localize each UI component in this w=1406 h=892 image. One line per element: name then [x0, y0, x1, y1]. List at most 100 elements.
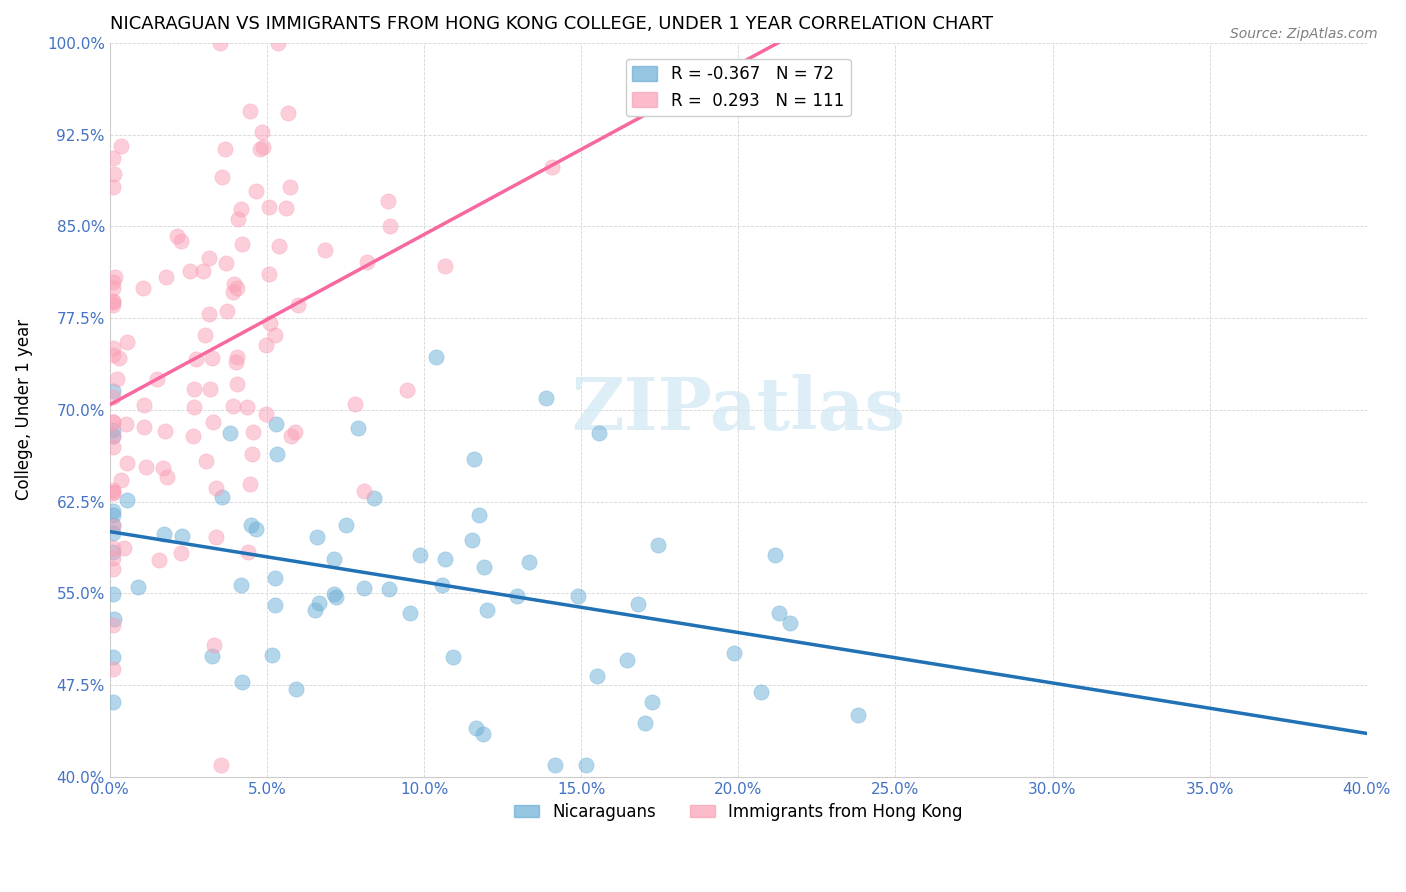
Point — [574, 757, 596, 772]
Point — [197, 251, 219, 265]
Point — [240, 517, 263, 532]
Point — [148, 553, 170, 567]
Point — [343, 397, 366, 411]
Point — [586, 668, 609, 682]
Point — [170, 546, 193, 560]
Point — [305, 530, 328, 544]
Point — [434, 552, 457, 566]
Point — [104, 269, 127, 284]
Point — [222, 399, 245, 413]
Point — [211, 170, 233, 185]
Point — [409, 548, 432, 562]
Point — [132, 420, 155, 434]
Point — [101, 384, 124, 398]
Point — [335, 518, 357, 533]
Point — [723, 646, 745, 660]
Point — [269, 239, 291, 253]
Point — [152, 461, 174, 475]
Text: ZIPatlas: ZIPatlas — [571, 375, 905, 445]
Point — [101, 617, 124, 632]
Point — [314, 244, 336, 258]
Point — [263, 327, 285, 342]
Point — [101, 485, 124, 500]
Point — [284, 681, 307, 696]
Point — [395, 383, 418, 397]
Point — [266, 447, 288, 461]
Point — [132, 398, 155, 412]
Point — [101, 508, 124, 523]
Point — [468, 508, 491, 523]
Point — [110, 473, 132, 487]
Point — [101, 440, 124, 454]
Point — [217, 304, 239, 318]
Point — [101, 281, 124, 295]
Point — [200, 382, 222, 396]
Point — [647, 537, 669, 551]
Legend: Nicaraguans, Immigrants from Hong Kong: Nicaraguans, Immigrants from Hong Kong — [508, 796, 969, 827]
Point — [225, 281, 247, 295]
Point — [430, 577, 453, 591]
Point — [202, 638, 225, 652]
Point — [768, 607, 790, 621]
Point — [101, 519, 124, 533]
Point — [231, 577, 253, 591]
Point — [156, 469, 179, 483]
Point — [101, 415, 124, 429]
Point — [222, 277, 245, 292]
Point — [377, 194, 399, 208]
Point — [544, 757, 567, 772]
Point — [308, 596, 330, 610]
Point — [254, 338, 277, 352]
Point — [254, 407, 277, 421]
Point — [101, 342, 124, 356]
Point — [103, 167, 125, 181]
Point — [194, 454, 217, 468]
Point — [225, 350, 247, 364]
Point — [166, 228, 188, 243]
Point — [846, 707, 869, 722]
Point — [475, 603, 498, 617]
Point — [257, 267, 280, 281]
Point — [103, 612, 125, 626]
Point — [353, 582, 375, 596]
Point — [231, 675, 253, 690]
Point — [101, 483, 124, 498]
Point — [219, 425, 242, 440]
Point — [277, 106, 299, 120]
Point — [101, 151, 124, 165]
Point — [101, 545, 124, 559]
Point — [101, 298, 124, 312]
Point — [264, 599, 287, 613]
Point — [110, 139, 132, 153]
Point — [242, 447, 264, 461]
Point — [304, 603, 326, 617]
Point — [236, 544, 259, 558]
Point — [101, 650, 124, 665]
Point — [170, 234, 193, 248]
Point — [249, 143, 271, 157]
Point — [627, 597, 650, 611]
Point — [108, 351, 131, 365]
Point — [155, 270, 177, 285]
Point — [347, 420, 370, 434]
Point — [226, 211, 249, 226]
Point — [236, 400, 259, 414]
Point — [517, 555, 540, 569]
Point — [245, 184, 267, 198]
Point — [214, 142, 236, 156]
Point — [197, 307, 219, 321]
Point — [101, 587, 124, 601]
Point — [205, 530, 228, 544]
Point — [101, 550, 124, 565]
Point — [201, 416, 224, 430]
Point — [433, 259, 456, 273]
Point — [112, 541, 135, 556]
Point — [209, 757, 232, 772]
Point — [616, 653, 638, 667]
Point — [101, 562, 124, 576]
Point — [472, 560, 495, 574]
Point — [464, 721, 486, 735]
Point — [209, 36, 232, 50]
Point — [239, 476, 262, 491]
Point — [641, 695, 664, 709]
